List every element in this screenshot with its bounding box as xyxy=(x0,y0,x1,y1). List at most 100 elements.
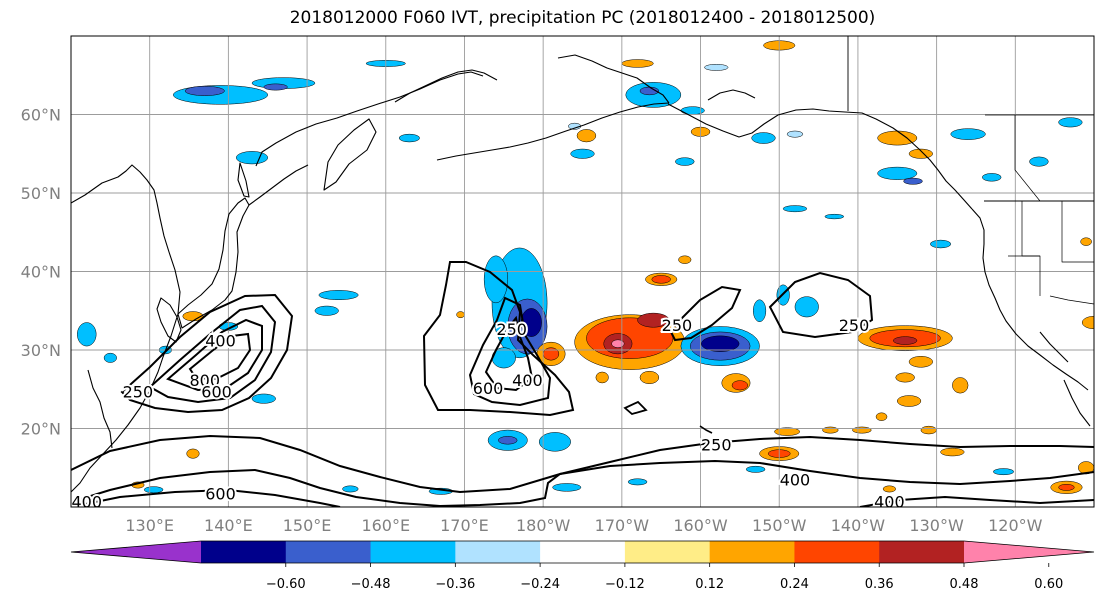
latitude-tick-label: 20°N xyxy=(21,420,61,439)
latitude-tick-label: 40°N xyxy=(21,263,61,282)
colorbar-outline xyxy=(70,540,1095,564)
precip-anomaly-patch xyxy=(678,255,692,264)
coastlines xyxy=(71,36,1094,493)
longitude-tick-label: 140°W xyxy=(831,516,886,535)
colorbar-tick-label: −0.48 xyxy=(351,577,391,592)
precip-anomaly-patch xyxy=(822,426,839,434)
colorbar-tick-label: 0.60 xyxy=(1034,577,1063,592)
precip-anomaly-patch xyxy=(143,486,164,494)
ivt-contour-label: 400 xyxy=(780,471,811,490)
coastline-siberia xyxy=(255,71,484,167)
colorbar-segment xyxy=(201,541,287,563)
longitude-tick-label: 120°W xyxy=(988,516,1043,535)
precip-anomaly-patch xyxy=(184,85,225,96)
ivt-contour-250-right-1 xyxy=(668,285,742,342)
map-title: 2018012000 F060 IVT, precipitation PC (2… xyxy=(289,8,876,28)
precip-anomaly-patch xyxy=(908,356,933,368)
longitude-tick-label: 160°W xyxy=(673,516,728,535)
colorbar-extend-high xyxy=(964,541,1094,563)
longitude-tick-label: 140°E xyxy=(204,516,253,535)
precip-anomaly-patch xyxy=(952,377,969,394)
colorbar-segment xyxy=(879,541,965,563)
colorbar-tick-label: −0.12 xyxy=(605,577,645,592)
ivt-contour-600-central xyxy=(484,315,534,392)
precip-anomaly-patch xyxy=(520,308,542,337)
ivt-contour-400-central xyxy=(468,296,552,407)
precip-anomaly-patch xyxy=(318,290,359,301)
precip-anomaly-patch xyxy=(877,130,918,146)
precip-anomaly-patch xyxy=(1029,156,1049,167)
longitude-tick-label: 130°W xyxy=(909,516,964,535)
colorbar-segment xyxy=(285,541,372,563)
precip-anomaly-patch xyxy=(621,59,654,68)
precip-anomaly-patch xyxy=(263,83,288,91)
colorbar-tick-label: 0.24 xyxy=(780,577,809,592)
ivt-contour-label: 400 xyxy=(874,493,905,512)
precip-anomaly-patch xyxy=(731,380,749,391)
axis-tick-labels: 130°E 140°E 150°E 160°E 170°E 180°W 170°W 160°W… xyxy=(21,106,1043,536)
precip-anomaly-patch xyxy=(639,370,660,385)
latitude-tick-label: 50°N xyxy=(21,184,61,203)
ivt-contour-label: 250 xyxy=(839,316,870,335)
colorbar-segment xyxy=(540,541,626,563)
colorbar-segment xyxy=(794,541,880,563)
ivt-contour-label: 600 xyxy=(205,485,236,504)
precip-anomaly-patch xyxy=(627,478,648,486)
ivt-contour-label: 250 xyxy=(123,383,154,402)
colorbar-tick-label: 0.36 xyxy=(865,577,894,592)
ivt-contour-label: 250 xyxy=(662,316,693,335)
precip-anomaly-patch xyxy=(77,322,97,347)
border-canada-provinces xyxy=(1014,115,1041,202)
coastline-sakhalin xyxy=(237,162,250,198)
colorbar-tick-label: −0.24 xyxy=(520,577,560,592)
latitude-tick-label: 30°N xyxy=(21,341,61,360)
colorbar-tick-label: 0.12 xyxy=(695,577,724,592)
precip-anomaly-patch xyxy=(786,130,804,138)
precip-anomaly-patch xyxy=(852,426,872,434)
coastline-hawaii xyxy=(699,425,713,434)
latitude-tick-label: 60°N xyxy=(21,106,61,125)
longitude-tick-label: 160°E xyxy=(361,516,410,535)
precip-anomaly-patch xyxy=(1080,237,1092,246)
ivt-contour-400-tropical xyxy=(71,459,1094,507)
colorbar: −0.60 −0.48 −0.36 −0.24 −0.12 0.12 0.24 0.36 0.4… xyxy=(70,540,1095,592)
precip-anomaly-patch xyxy=(882,485,896,493)
coastline-taiwan-philippines xyxy=(87,369,113,449)
colorbar-extend-low xyxy=(71,541,201,563)
precip-anomaly-patch xyxy=(993,468,1014,476)
coastline-chukotka xyxy=(394,69,498,103)
ivt-contour-label: 250 xyxy=(496,320,527,339)
coastline-japan xyxy=(177,197,250,329)
precip-anomaly-patch xyxy=(701,335,740,352)
precip-anomaly-patch xyxy=(982,173,1002,182)
precip-anomaly-patch xyxy=(950,128,986,140)
ivt-contour-600-west xyxy=(166,318,263,392)
coastline-north-america xyxy=(971,208,1089,391)
ivt-contour-label: 400 xyxy=(71,493,102,512)
ivt-contour-250-west xyxy=(120,293,294,414)
ivt-contour-600-tropical xyxy=(71,488,341,507)
ivt-contour-label: 600 xyxy=(473,379,504,398)
precip-anomaly-patch xyxy=(651,275,671,284)
precip-anomaly-patch xyxy=(903,177,923,185)
coastline-alaska-peninsula xyxy=(667,103,779,138)
map-frame xyxy=(70,35,1095,508)
precip-anomaly-patch xyxy=(251,393,276,404)
coastline-aleutians xyxy=(436,102,670,161)
precip-anomaly-patch xyxy=(745,465,766,473)
precip-anomaly-patch xyxy=(552,483,582,492)
precip-anomaly-patch xyxy=(637,312,670,328)
precip-anomaly-patch xyxy=(920,425,937,435)
colorbar-segment xyxy=(709,541,795,563)
longitude-tick-label: 170°W xyxy=(595,516,650,535)
longitude-tick-label: 180°W xyxy=(516,516,571,535)
ivt-contour-label: 400 xyxy=(512,371,543,390)
precip-anomaly-patch xyxy=(782,205,808,213)
coastline-alaska-west xyxy=(557,54,670,104)
colorbar-tick-label: −0.60 xyxy=(266,577,306,592)
precip-anomaly-patch xyxy=(875,412,888,421)
precip-anomaly-patch xyxy=(570,148,595,159)
coastline-gulf-of-alaska xyxy=(777,108,973,210)
precip-anomaly-patch xyxy=(824,213,845,220)
